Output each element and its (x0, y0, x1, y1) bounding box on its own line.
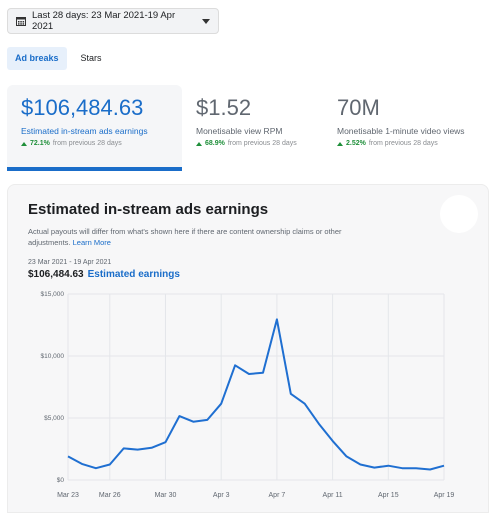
y-tick-label: $0 (57, 477, 65, 484)
metric-card-earnings[interactable]: $106,484.63 Estimated in-stream ads earn… (7, 85, 182, 171)
card-action-button[interactable] (440, 195, 478, 233)
earnings-line-chart: Mar 23 Mar 26 Mar 30 Apr 3 Apr 7 Apr 11 Apr 15… (41, 291, 455, 499)
chart-card-title: Estimated in-stream ads earnings (28, 201, 269, 218)
chart-date-range: 23 Mar 2021 - 19 Apr 2021 (28, 259, 112, 266)
metric-name: Estimated in-stream ads earnings (21, 126, 148, 136)
x-tick-label: Apr 15 (378, 492, 399, 499)
metric-value: $1.52 (196, 95, 252, 120)
metric-change-percent: 2.52% (346, 140, 366, 147)
metric-change: 68.9% from previous 28 days (196, 140, 336, 147)
x-tick-label: Apr 19 (434, 492, 455, 499)
arrow-up-icon (196, 141, 202, 146)
metric-change-text: from previous 28 days (52, 140, 122, 147)
arrow-up-icon (337, 141, 343, 146)
y-tick-label: $15,000 (41, 291, 65, 298)
chart-total-value: $106,484.63 (28, 269, 84, 280)
y-tick-label: $10,000 (41, 353, 65, 360)
tab-bar: Ad breaks Stars (7, 47, 110, 70)
metric-card-rpm[interactable]: $1.52 Monetisable view RPM 68.9% from pr… (196, 85, 336, 171)
metric-change: 2.52% from previous 28 days (337, 140, 489, 147)
chart-total: $106,484.63 Estimated earnings (28, 269, 180, 280)
x-tick-label: Mar 23 (57, 492, 79, 499)
selected-indicator (7, 167, 182, 171)
x-tick-label: Apr 11 (323, 492, 343, 499)
y-tick-label: $5,000 (44, 415, 64, 422)
metrics-row: $106,484.63 Estimated in-stream ads earn… (7, 85, 489, 171)
metric-change-text: from previous 28 days (227, 140, 297, 147)
series-label: Estimated earnings (87, 269, 180, 280)
x-tick-label: Apr 7 (269, 492, 286, 499)
tab-stars[interactable]: Stars (80, 53, 102, 63)
metric-change-percent: 72.1% (30, 140, 50, 147)
tab-ad-breaks[interactable]: Ad breaks (7, 47, 67, 70)
metric-change-text: from previous 28 days (368, 140, 438, 147)
calendar-icon (16, 17, 26, 26)
payout-note-text: Actual payouts will differ from what's s… (28, 227, 342, 247)
learn-more-link[interactable]: Learn More (72, 238, 111, 247)
chevron-down-icon (202, 18, 210, 24)
metric-card-views[interactable]: 70M Monetisable 1-minute video views 2.5… (337, 85, 489, 171)
arrow-up-icon (21, 141, 27, 146)
earnings-series-line (67, 318, 445, 471)
x-tick-label: Mar 30 (155, 492, 177, 499)
metric-value: $106,484.63 (21, 95, 144, 120)
date-range-label: Last 28 days: 23 Mar 2021-19 Apr 2021 (32, 10, 176, 32)
date-range-selector[interactable]: Last 28 days: 23 Mar 2021-19 Apr 2021 (7, 8, 219, 34)
metric-value: 70M (337, 95, 380, 120)
x-tick-label: Apr 3 (213, 492, 230, 499)
x-tick-label: Mar 26 (99, 492, 121, 499)
metric-name: Monetisable 1-minute video views (337, 126, 465, 136)
metric-change-percent: 68.9% (205, 140, 225, 147)
payout-note: Actual payouts will differ from what's s… (28, 226, 378, 248)
metric-name: Monetisable view RPM (196, 126, 283, 136)
metric-change: 72.1% from previous 28 days (21, 140, 182, 147)
